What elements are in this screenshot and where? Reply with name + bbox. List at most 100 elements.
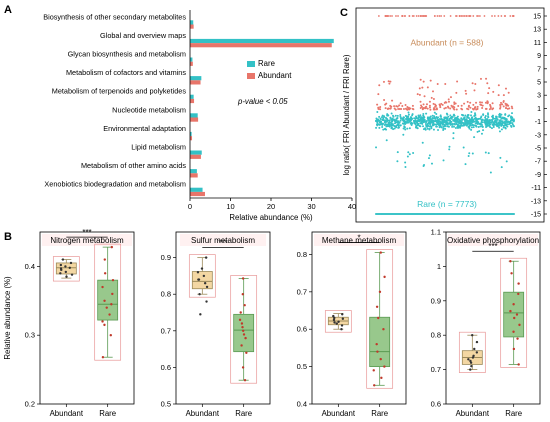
point-rare xyxy=(459,119,462,122)
point-abundant-capped xyxy=(391,15,393,17)
data-point xyxy=(203,282,207,285)
point-rare xyxy=(432,123,435,126)
y-tick-label: -11 xyxy=(531,185,541,192)
point-abundant xyxy=(405,108,408,111)
point-rare xyxy=(422,112,425,115)
point-rare xyxy=(498,119,501,122)
y-tick-label: 0.7 xyxy=(297,287,307,296)
y-tick-label: -15 xyxy=(531,212,541,219)
point-abundant xyxy=(376,103,379,106)
point-rare xyxy=(505,160,508,163)
point-rare xyxy=(381,119,384,122)
point-abundant-capped xyxy=(417,15,420,17)
point-rare xyxy=(429,123,432,126)
point-rare xyxy=(509,124,512,127)
data-point xyxy=(373,384,376,387)
data-point xyxy=(337,320,340,323)
point-abundant xyxy=(435,108,438,111)
point-abundant xyxy=(505,107,508,110)
range-outline xyxy=(366,249,394,389)
x-axis-title: Relative abundance (%) xyxy=(229,213,313,222)
point-rare xyxy=(438,122,441,125)
point-rare xyxy=(480,123,483,126)
point-rare xyxy=(408,127,411,130)
point-rare xyxy=(407,121,410,124)
point-rare xyxy=(489,126,492,129)
bar-abundant xyxy=(190,191,205,197)
chart-title: Sulfur metabolism xyxy=(191,236,255,245)
point-rare xyxy=(375,126,378,129)
point-abundant xyxy=(499,106,502,109)
point-rare xyxy=(388,125,391,128)
point-rare xyxy=(487,152,490,155)
point-abundant-capped xyxy=(504,15,507,17)
point-abundant xyxy=(486,102,489,105)
point-rare xyxy=(453,122,456,125)
bar-rare xyxy=(190,150,202,155)
point-abundant xyxy=(491,102,494,105)
data-point xyxy=(110,303,113,306)
point-rare xyxy=(472,126,475,129)
point-rare xyxy=(385,120,388,123)
point-abundant xyxy=(502,105,505,108)
point-rare xyxy=(406,127,409,130)
point-rare xyxy=(425,124,428,127)
y-tick-label: 0.5 xyxy=(161,400,171,409)
data-point xyxy=(243,379,247,382)
point-rare xyxy=(510,117,513,120)
point-abundant xyxy=(453,102,456,105)
data-point xyxy=(332,314,335,318)
point-rare xyxy=(452,132,455,135)
point-abundant-capped xyxy=(483,15,486,17)
data-point xyxy=(59,267,63,270)
point-abundant xyxy=(484,101,487,104)
bar-rare xyxy=(190,131,192,137)
point-rare xyxy=(390,124,393,127)
significance-label: *** xyxy=(488,242,497,251)
y-tick-label: 0.2 xyxy=(25,400,35,409)
point-rare xyxy=(455,122,458,125)
plot-frame xyxy=(311,231,407,405)
point-rare xyxy=(423,163,426,166)
point-rare xyxy=(388,119,391,122)
title-background xyxy=(179,234,267,246)
point-abundant xyxy=(473,89,476,92)
bar-rare xyxy=(190,38,334,44)
x-tick-label: Abundant xyxy=(50,409,84,418)
point-rare xyxy=(452,119,455,122)
point-rare xyxy=(433,111,436,114)
x-tick-label: 20 xyxy=(267,202,275,211)
point-rare xyxy=(498,126,501,129)
point-rare xyxy=(452,125,455,128)
point-abundant xyxy=(422,80,425,83)
point-abundant xyxy=(422,107,425,110)
data-point xyxy=(61,258,65,261)
point-rare xyxy=(404,128,407,131)
point-rare xyxy=(440,115,443,118)
point-abundant xyxy=(474,83,477,86)
point-abundant xyxy=(481,106,484,109)
data-point xyxy=(64,270,68,274)
point-rare xyxy=(474,112,477,115)
range-outline xyxy=(458,331,486,373)
point-abundant xyxy=(475,108,478,111)
point-rare xyxy=(448,148,451,151)
point-rare xyxy=(386,114,389,117)
point-rare xyxy=(468,152,471,155)
point-rare xyxy=(382,128,385,131)
y-tick-label: 13 xyxy=(533,27,541,34)
point-rare xyxy=(484,114,487,117)
point-rare-capped xyxy=(513,213,515,215)
data-point xyxy=(332,318,336,322)
data-point xyxy=(341,317,345,320)
point-abundant xyxy=(420,104,423,107)
y-tick-label: 5 xyxy=(537,80,541,87)
point-abundant xyxy=(426,107,429,110)
point-rare xyxy=(447,125,450,128)
bar-abundant xyxy=(190,24,194,29)
point-rare xyxy=(497,121,500,124)
point-abundant xyxy=(387,107,390,110)
point-rare xyxy=(391,123,394,126)
legend-swatch xyxy=(247,73,255,79)
point-rare xyxy=(399,119,402,122)
